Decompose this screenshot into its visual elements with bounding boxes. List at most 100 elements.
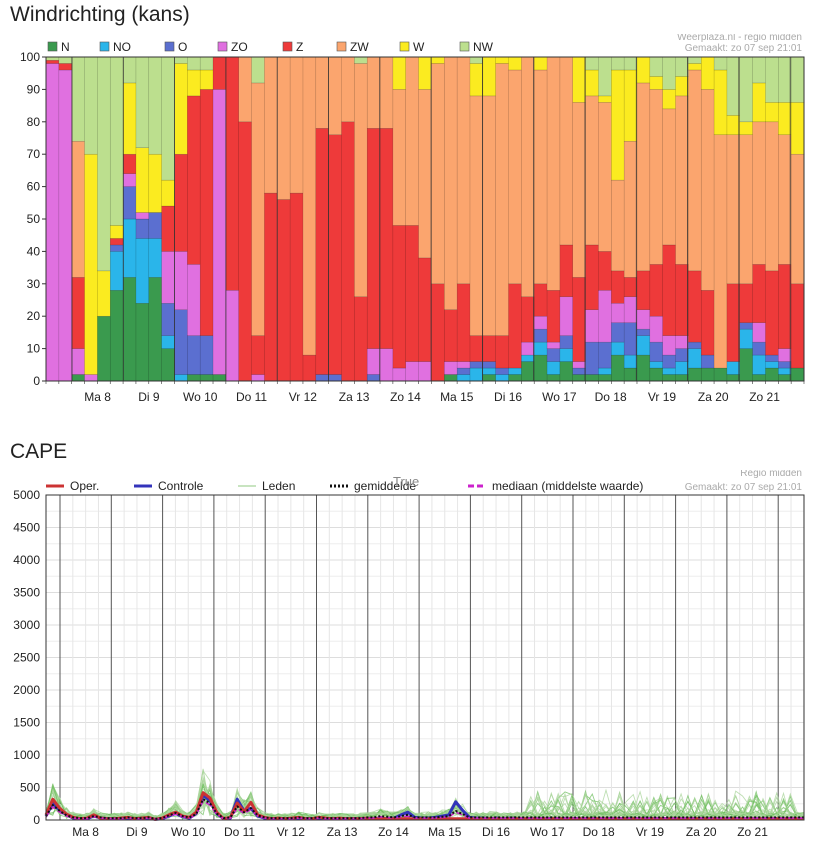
bar-segment-47-zo (649, 315, 664, 343)
bar-segment-58-zw (790, 153, 805, 285)
series-line-gemiddelde (45, 798, 804, 820)
x-day-label-7: Ma 15 (428, 825, 462, 839)
bar-segment-5-w (109, 225, 124, 239)
bar-segment-42-n (585, 374, 599, 382)
bar-segment-47-o (649, 341, 664, 362)
x-day-label-5: Za 13 (339, 390, 370, 404)
bar-segment-50-nw (688, 56, 702, 64)
bar-segment-55-zo (752, 322, 767, 343)
bar-segment-46-no (636, 335, 651, 356)
legend-label-o: O (178, 40, 187, 54)
bar-segment-58-n (790, 367, 805, 382)
bar-segment-18-z (277, 199, 291, 382)
bar-segment-31-zw (444, 56, 458, 310)
y-tick-label-100: 100 (20, 50, 40, 64)
bar-segment-36-n (508, 374, 522, 382)
bar-segment-50-z (688, 270, 702, 343)
bar-segment-41-zo (572, 361, 587, 369)
bar-segment-35-no (495, 374, 510, 382)
bar-segment-27-z (392, 225, 407, 369)
bar-segment-44-zo (611, 302, 625, 323)
bar-segment-48-zo (662, 335, 677, 356)
bar-segment-51-n (700, 367, 715, 382)
bar-segment-0-zo (45, 63, 60, 382)
bar-segment-44-nw (611, 56, 625, 71)
bar-segment-34-z (482, 335, 497, 362)
cape-chart: Regio midden Gemaakt: zo 07 sep 21:01 Op… (13, 470, 805, 839)
bar-segment-40-o (559, 335, 574, 349)
bar-segment-2-n (71, 374, 86, 382)
bar-segment-52-zw (713, 134, 728, 369)
wind-bars (45, 56, 805, 382)
legend-swatch-no (99, 41, 110, 52)
bar-segment-47-zw (649, 89, 664, 265)
bar-segment-42-o (585, 341, 599, 375)
wind-direction-chart: Weerplaza.nl - regio midden Gemaakt: zo … (20, 34, 805, 404)
legend-label-4: mediaan (middelste waarde) (492, 479, 643, 493)
bar-segment-45-nw (623, 56, 638, 71)
bar-segment-39-n (546, 374, 561, 382)
bar-segment-21-o (315, 374, 330, 382)
bar-segment-42-w (585, 69, 599, 97)
bar-segment-51-w (700, 56, 715, 90)
bar-segment-9-w (161, 179, 176, 207)
y-tick-label-20: 20 (27, 309, 41, 323)
bar-segment-3-zo (84, 374, 98, 382)
x-day-label-4: Vr 12 (289, 390, 318, 404)
bar-segment-34-n (482, 374, 497, 382)
bar-segment-38-n (533, 354, 548, 382)
wind-day-separators (71, 57, 791, 381)
bar-segment-16-nw (251, 56, 265, 84)
bar-segment-57-zo (778, 348, 792, 362)
bar-segment-43-no (598, 367, 612, 375)
bar-segment-57-n (778, 374, 792, 382)
legend-label-no: NO (113, 40, 131, 54)
bar-segment-33-nw (469, 56, 484, 64)
x-day-label-3: Do 11 (236, 390, 267, 404)
bar-segment-24-zw (354, 63, 368, 298)
x-day-label-0: Ma 8 (84, 390, 111, 404)
cape-legend: Oper. Controle Leden gemiddelde mediaan (mid… (46, 479, 643, 493)
bar-segment-33-zw (469, 95, 484, 336)
bar-segment-7-w (135, 147, 150, 213)
bar-segment-53-z (726, 283, 741, 362)
bar-segment-15-zw (238, 56, 253, 123)
cape-overlay-text: True (393, 474, 419, 489)
bar-segment-34-no (482, 367, 497, 375)
bar-segment-2-zo (71, 348, 86, 375)
x-day-label-12: Za 20 (686, 825, 717, 839)
bar-segment-34-zw (482, 95, 497, 336)
bar-segment-32-o (456, 367, 471, 375)
bar-segment-33-no (469, 367, 484, 382)
y-tick-label-90: 90 (27, 82, 41, 96)
bar-segment-8-w (148, 153, 163, 213)
bar-segment-20-z (302, 354, 317, 382)
bar-segment-25-o (366, 374, 381, 382)
bar-segment-50-no (688, 348, 702, 369)
legend-swatch-n (47, 41, 58, 52)
bar-segment-49-nw (675, 56, 689, 77)
bar-segment-36-no (508, 367, 522, 375)
bar-segment-34-o (482, 361, 497, 369)
bar-segment-0-z (45, 59, 60, 64)
bar-segment-56-nw (765, 56, 779, 103)
bar-segment-23-zw (341, 56, 355, 123)
bar-segment-48-zw (662, 108, 677, 246)
bar-segment-42-nw (585, 56, 599, 71)
bar-segment-16-zw (251, 82, 265, 336)
bar-segment-50-w (688, 63, 702, 71)
y-tick-label-1500: 1500 (13, 716, 40, 730)
bar-segment-4-nw (97, 56, 111, 272)
legend-swatch-z (282, 41, 293, 52)
bar-segment-17-zw (264, 56, 278, 194)
bar-segment-55-n (752, 374, 767, 382)
bar-segment-55-zw (752, 121, 767, 265)
bar-segment-43-o (598, 341, 612, 369)
bar-segment-42-z (585, 244, 599, 310)
bar-segment-37-z (521, 296, 535, 343)
x-day-label-1: Di 9 (138, 390, 160, 404)
bar-segment-47-n (649, 367, 664, 382)
x-day-label-10: Do 18 (595, 390, 627, 404)
bar-segment-57-zw (778, 134, 792, 265)
legend-label-3: gemiddelde (354, 479, 416, 493)
